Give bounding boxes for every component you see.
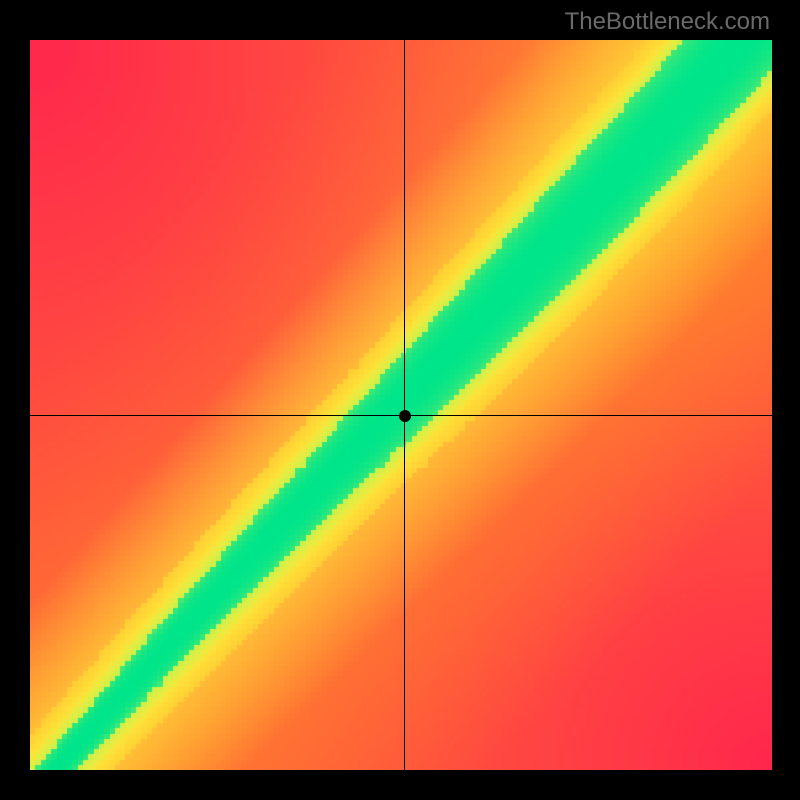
heatmap-canvas bbox=[30, 40, 772, 770]
crosshair-vertical bbox=[404, 40, 405, 770]
marker-dot bbox=[399, 410, 411, 422]
frame: TheBottleneck.com bbox=[0, 0, 800, 800]
watermark-text: TheBottleneck.com bbox=[565, 8, 770, 36]
